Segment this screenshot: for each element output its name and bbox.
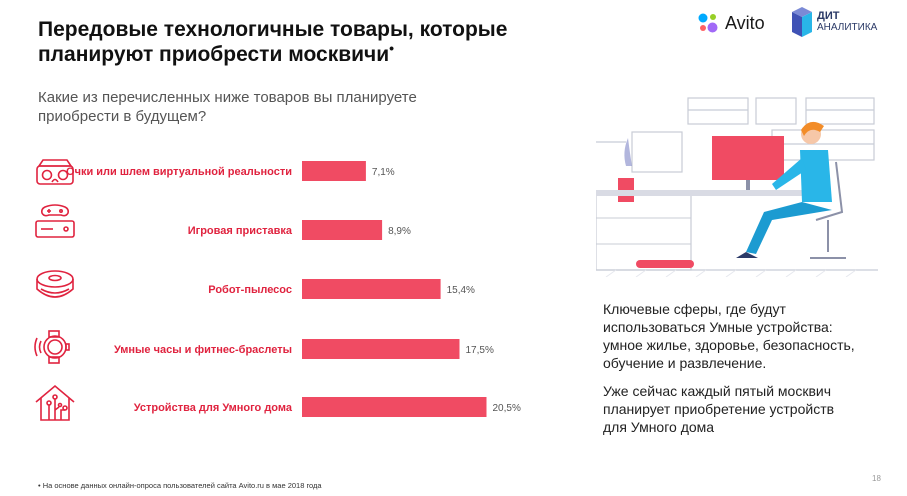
vr-headset-icon	[33, 152, 77, 192]
avito-logo: Avito	[697, 11, 765, 35]
bar	[302, 397, 487, 417]
value-label: 20,5%	[493, 403, 521, 414]
insight-paragraph-1: Ключевые сферы, где будут использоваться…	[603, 300, 878, 372]
desk-monitor	[712, 136, 784, 180]
value-label: 7,1%	[372, 167, 395, 178]
page-number: 18	[872, 474, 881, 483]
insight-2-line-3: для Умного дома	[603, 419, 715, 435]
room-plant	[624, 138, 632, 166]
avito-dots-icon	[698, 13, 718, 33]
game-console-icon	[33, 203, 77, 243]
bar	[302, 220, 383, 240]
smartwatch-icon	[33, 327, 77, 367]
person-at-desk	[736, 121, 832, 258]
drawer-cabinet	[596, 191, 692, 271]
dit-logo-line-2: АНАЛИТИКА	[817, 22, 878, 33]
category-label: Очки или шлем виртуальной реальности	[66, 166, 292, 178]
desk-top	[596, 190, 826, 196]
insight-2-line-1: Уже сейчас каждый пятый москвич	[603, 383, 832, 399]
bar-chart: Очки или шлем виртуальной реальности 7,1%…	[66, 161, 521, 417]
key-insights-text: Ключевые сферы, где будут использоваться…	[603, 300, 878, 446]
bar	[302, 339, 460, 359]
insight-1-line-1: Ключевые сферы, где будут	[603, 301, 786, 317]
value-label: 17,5%	[466, 345, 494, 356]
category-label: Устройства для Умного дома	[134, 402, 293, 414]
title-line-1: Передовые технологичные товары, которые	[38, 18, 508, 41]
question-line-1: Какие из перечисленных ниже товаров вы п…	[38, 89, 417, 106]
category-label: Робот-пылесос	[208, 284, 292, 296]
category-label: Умные часы и фитнес-браслеты	[114, 344, 292, 356]
value-label: 15,4%	[447, 285, 475, 296]
robot-vacuum	[636, 260, 694, 268]
footnote: • На основе данных онлайн-опроса пользов…	[38, 481, 322, 490]
avito-logo-text: Avito	[725, 12, 765, 33]
bar	[302, 279, 441, 299]
insight-1-line-3: умное жилье, здоровье, безопасность,	[603, 337, 855, 353]
survey-question: Какие из перечисленных ниже товаров вы п…	[38, 88, 498, 126]
value-label: 8,9%	[388, 226, 411, 237]
title-footnote-mark: •	[389, 40, 395, 56]
insight-paragraph-2: Уже сейчас каждый пятый москвич планируе…	[603, 382, 878, 436]
dit-logo-line-1: ДИТ	[817, 10, 840, 22]
robot-vacuum-icon	[33, 265, 77, 305]
floor-hatching	[605, 269, 857, 277]
insight-1-line-4: обучение и развлечение.	[603, 355, 767, 371]
dit-cube-icon	[792, 7, 812, 37]
category-label: Игровая приставка	[188, 225, 293, 237]
office-chair	[810, 161, 846, 259]
page-title: Передовые технологичные товары, которые …	[38, 17, 598, 67]
insight-1-line-2: использоваться Умные устройства:	[603, 319, 833, 335]
dit-analytics-logo: ДИТ АНАЛИТИКА	[791, 6, 877, 38]
wall-shelves	[596, 97, 875, 173]
bar	[302, 161, 366, 181]
smart-home-icon	[33, 383, 77, 423]
office-illustration	[596, 97, 878, 277]
title-line-2: планируют приобрести москвичи	[38, 43, 390, 66]
question-line-2: приобрести в будущем?	[38, 108, 207, 125]
insight-2-line-2: планирует приобретение устройств	[603, 401, 835, 417]
